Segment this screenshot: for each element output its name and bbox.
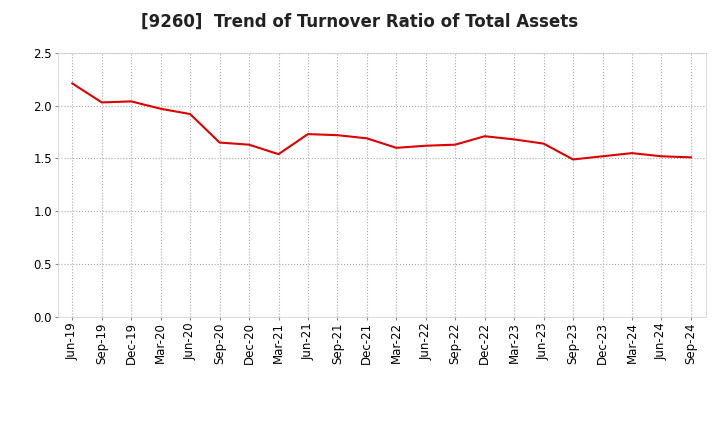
Text: [9260]  Trend of Turnover Ratio of Total Assets: [9260] Trend of Turnover Ratio of Total … (141, 13, 579, 31)
